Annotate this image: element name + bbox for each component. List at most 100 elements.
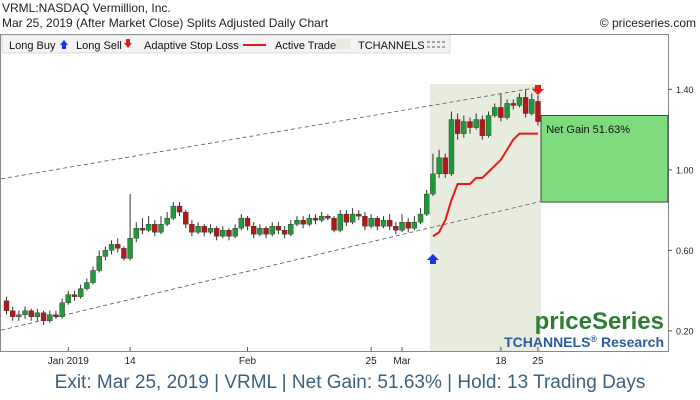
candle [461,115,467,138]
y-tick-label: 0.20 [676,326,694,336]
candle [492,103,498,118]
candle [207,224,214,235]
candle [102,246,109,261]
candle-body [393,226,399,231]
candle-body [176,205,183,213]
x-tick-label: 25 [532,356,544,367]
candle [176,202,183,217]
x-tick-label: 18 [495,356,507,367]
candle-body [424,193,430,215]
candle-body [115,244,121,249]
candle [244,216,251,231]
candle [232,224,238,239]
candle-body [399,221,405,231]
candle [133,222,139,243]
candle [516,93,523,108]
candle-body [504,103,510,118]
candle-body [250,226,257,235]
price-chart: 0.20 0.60 1.00 1.40 Jan 2019 14 Feb 25 Mar 18 25 L… [0,34,694,367]
candle [510,99,516,110]
candle [343,210,350,227]
candle-body [34,312,41,317]
candle-body [529,99,535,114]
candle [189,220,195,237]
candle [312,214,319,225]
legend-tchannels: TCHANNELS [358,40,425,52]
candle-body [96,256,102,271]
active-trade-zone-layer [429,84,541,351]
candle [294,216,300,227]
chart-subtitle: Mar 25, 2019 (After Market Close) Splits… [2,16,329,30]
candle-body [201,226,207,233]
candle [405,218,411,233]
candle [448,111,455,176]
candle [53,310,59,319]
candle [77,284,84,299]
candle-body [288,223,294,235]
candle-body [368,217,374,227]
candle-body [535,101,541,122]
x-tick-label: Feb [239,356,257,367]
candle [115,238,121,253]
candle-body [102,250,109,257]
candle-body [411,221,418,229]
candle-body [28,310,34,317]
legend-active-trade: Active Trade [275,40,336,52]
candle-body [374,217,380,227]
candle [170,202,177,221]
candle-body [516,97,523,106]
candle-body [183,211,189,225]
candle-body [65,294,72,303]
candle-body [226,230,232,237]
candle [201,224,207,237]
x-tick-label: 14 [125,356,137,367]
legend-long-buy: Long Buy [9,40,56,52]
candle-body [269,226,275,235]
candle-body [213,228,220,237]
candle [3,296,10,315]
legend-adaptive-stop: Adaptive Stop Loss [144,40,239,52]
candle-body [84,282,90,289]
candle-body [454,119,461,134]
candle-body [170,205,177,219]
long-sell-icon [124,39,132,48]
net-gain-label: Net Gain 51.63% [546,124,630,136]
candle-body [485,115,492,136]
candle-body [448,119,455,175]
candle [411,216,418,231]
candle-body [189,223,195,233]
research-label: TCHANNELS® Research [504,334,664,350]
candle-body [275,226,282,231]
candle-body [349,213,356,223]
copyright-text: © priceseries.com [599,16,696,30]
candle-body [59,302,65,317]
candle-body [331,217,337,231]
long-buy-arrow [426,254,439,264]
candle [393,222,399,235]
candle [9,306,16,321]
candle-body [492,107,498,116]
candle-body [145,223,152,231]
candle [430,153,436,197]
candle [152,220,158,237]
trade-summary-footer: Exit: Mar 25, 2019 | VRML | Net Gain: 51… [54,372,646,393]
candle [275,222,282,235]
candle [417,208,424,225]
candle [220,226,226,239]
candle-body [121,248,127,259]
candle [504,99,510,120]
candle [263,226,269,239]
candle [300,216,306,229]
candle-body [3,300,10,311]
candle-body [71,294,78,297]
candle [368,214,374,229]
candle [108,240,115,255]
candle [337,210,343,233]
candle [349,208,356,225]
active-trade-zone [429,84,541,351]
candle [374,216,380,231]
candle [306,214,313,227]
candle [238,214,245,231]
candle [28,308,34,321]
candle [467,117,473,134]
